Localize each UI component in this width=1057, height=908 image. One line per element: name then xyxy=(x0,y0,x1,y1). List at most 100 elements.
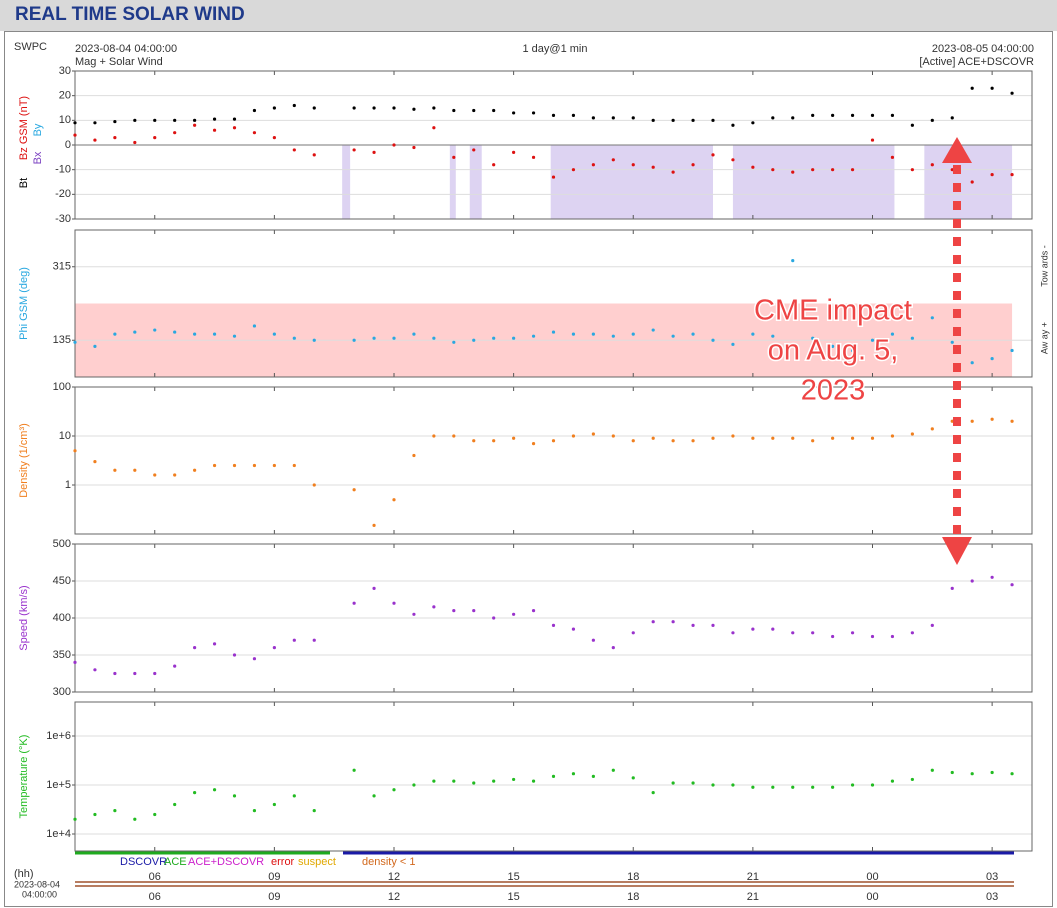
data-point xyxy=(212,463,217,468)
source-legend: ACE+DSCOVR xyxy=(188,856,264,868)
data-point xyxy=(412,453,416,458)
y-axis-label: Temperature (°K) xyxy=(18,735,30,819)
y-tick-label: 450 xyxy=(53,575,71,587)
data-point xyxy=(492,439,496,443)
y-axis-label: Bz GSM (nT) xyxy=(18,96,30,160)
x-tick-label: 09 xyxy=(268,891,280,903)
data-point xyxy=(212,332,217,336)
data-point xyxy=(193,118,197,122)
data-point xyxy=(831,436,835,440)
data-point xyxy=(990,417,994,421)
x-tick-label: 21 xyxy=(747,871,759,883)
data-point xyxy=(591,163,595,167)
data-point xyxy=(252,657,257,661)
panel-border xyxy=(4,31,1053,907)
data-point xyxy=(173,664,177,668)
data-point xyxy=(193,332,197,336)
data-point xyxy=(930,316,934,320)
y-tick-label: 20 xyxy=(59,90,71,102)
data-point xyxy=(113,136,117,140)
data-point xyxy=(751,165,755,169)
data-point xyxy=(292,463,296,468)
x-tick-label: 00 xyxy=(866,871,878,883)
data-point xyxy=(751,627,755,631)
data-point xyxy=(930,427,934,431)
x-tick-label: 18 xyxy=(627,871,639,883)
data-point xyxy=(990,770,994,775)
y-axis-label: By xyxy=(32,123,44,136)
data-point xyxy=(212,128,217,132)
data-point xyxy=(651,790,655,795)
data-point xyxy=(890,779,895,783)
data-point xyxy=(93,344,97,348)
data-point xyxy=(671,170,675,174)
data-point xyxy=(232,794,237,798)
data-point xyxy=(133,468,137,472)
data-point xyxy=(452,779,456,783)
data-point xyxy=(352,601,356,605)
data-point xyxy=(970,86,974,90)
data-point xyxy=(571,434,576,438)
data-point xyxy=(791,170,795,174)
data-point xyxy=(452,108,456,113)
x-tick-label: 12 xyxy=(388,871,400,883)
data-point xyxy=(611,158,615,162)
y-tick-label: 1 xyxy=(65,479,71,491)
data-point xyxy=(970,579,974,583)
data-point xyxy=(1010,91,1014,95)
data-point xyxy=(711,338,715,342)
y-tick-label: -20 xyxy=(55,188,71,200)
data-point xyxy=(591,432,595,436)
data-point xyxy=(312,638,316,642)
y-axis-label: Phi GSM (deg) xyxy=(18,267,30,340)
data-point xyxy=(551,113,556,117)
data-point xyxy=(232,653,237,657)
data-point xyxy=(970,419,974,423)
data-point xyxy=(950,770,954,775)
plot-frame xyxy=(74,229,1033,378)
data-point xyxy=(492,616,496,620)
data-point xyxy=(93,121,97,125)
annotation: on Aug. 5, xyxy=(768,335,899,367)
data-point xyxy=(531,111,536,115)
data-point xyxy=(631,776,635,780)
data-point xyxy=(392,106,396,110)
data-point xyxy=(272,106,276,110)
data-point xyxy=(452,609,456,613)
data-point xyxy=(272,802,276,807)
data-point xyxy=(551,774,556,778)
data-point xyxy=(910,168,914,172)
data-point xyxy=(113,809,117,813)
y-tick-label: 400 xyxy=(53,612,71,624)
x-tick-label: 18 xyxy=(627,891,639,903)
data-point xyxy=(232,463,237,468)
data-point xyxy=(432,779,436,783)
x-tick-label: 15 xyxy=(508,871,520,883)
data-point xyxy=(970,180,974,184)
data-point xyxy=(990,173,994,177)
data-point xyxy=(591,332,595,336)
data-point xyxy=(73,817,77,821)
data-point xyxy=(531,441,536,446)
data-point xyxy=(153,328,157,332)
data-point xyxy=(870,338,875,342)
data-point xyxy=(412,612,416,616)
data-point xyxy=(372,586,376,591)
data-point xyxy=(611,768,615,772)
data-point xyxy=(432,336,436,340)
data-point xyxy=(571,772,576,776)
data-point xyxy=(910,123,914,127)
shading xyxy=(924,145,1013,219)
plot-frame xyxy=(74,386,1033,535)
data-point xyxy=(232,334,237,338)
data-point xyxy=(711,783,715,787)
data-point xyxy=(691,163,695,167)
data-point xyxy=(811,439,815,443)
data-point xyxy=(173,131,177,135)
right-label: Tow ards - xyxy=(1039,245,1049,287)
data-point xyxy=(472,439,476,443)
y-tick-label: 300 xyxy=(53,686,71,698)
data-point xyxy=(631,631,635,635)
shading xyxy=(550,145,713,219)
plot-frame xyxy=(74,701,1033,852)
